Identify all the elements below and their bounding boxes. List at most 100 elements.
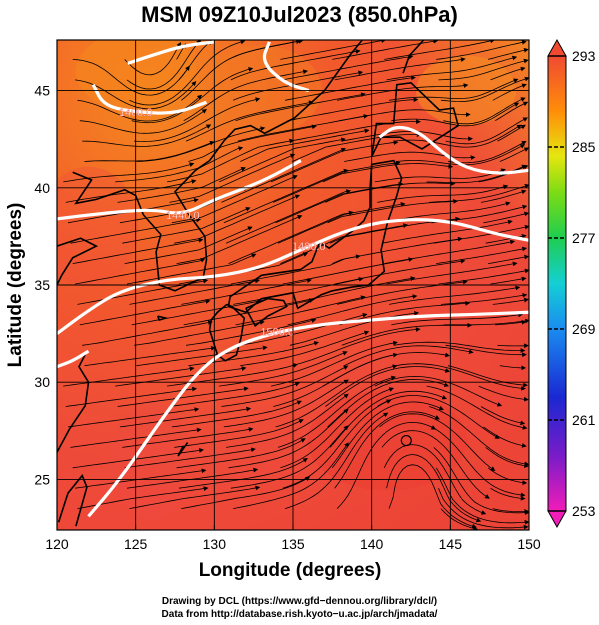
streamline [117, 386, 249, 407]
streamline [275, 364, 398, 428]
credit-drawing: Drawing by DCL (https://www.gfd−dennou.o… [161, 596, 438, 607]
streamline [79, 299, 211, 326]
streamline [325, 366, 451, 407]
x-tick-label: 120 [45, 536, 69, 552]
streamline [270, 140, 399, 183]
streamline [115, 366, 247, 387]
streamline [282, 54, 414, 81]
coastline [57, 350, 90, 453]
streamline [445, 344, 527, 358]
streamline [492, 508, 529, 514]
x-axis-label: Longitude (degrees) [199, 560, 382, 581]
coastline [245, 297, 288, 328]
streamline [82, 320, 213, 346]
streamline [117, 167, 246, 203]
streamline [218, 137, 346, 183]
streamline [386, 454, 482, 523]
streamline [185, 100, 314, 142]
streamline [240, 128, 370, 162]
streamline [84, 140, 215, 162]
streamline [325, 181, 456, 203]
streamline [341, 322, 473, 346]
streamline [436, 246, 528, 264]
streamline [337, 279, 468, 305]
streamline [131, 67, 254, 124]
colorbar-max-triangle [547, 38, 567, 57]
streamline [490, 276, 527, 285]
streamline [334, 57, 466, 81]
streamline [176, 215, 303, 264]
coastline [402, 40, 425, 74]
streamline [334, 258, 466, 285]
streamline [240, 330, 370, 367]
streamline [429, 183, 529, 203]
streamline [67, 407, 200, 428]
streamline [235, 295, 366, 326]
contour-label: 1440.0 [166, 210, 200, 222]
streamline [230, 425, 349, 489]
streamline [171, 400, 302, 428]
streamline [339, 109, 471, 122]
streamline [499, 365, 527, 371]
streamline [129, 40, 246, 106]
streamline [230, 254, 361, 285]
streamline [440, 508, 479, 530]
streamline [384, 239, 516, 264]
streamline [223, 379, 349, 428]
streamline [79, 109, 207, 134]
streamline [435, 467, 529, 525]
coastline [57, 237, 99, 313]
x-tick-label: 140 [360, 536, 384, 552]
streamline [376, 395, 500, 439]
x-tick-label: 130 [203, 536, 227, 552]
coastline [208, 303, 246, 362]
field-patch [307, 390, 468, 491]
grid-lines [56, 40, 530, 530]
coastline [177, 442, 189, 457]
streamline [336, 421, 437, 509]
streamline [447, 365, 528, 388]
streamline [488, 254, 529, 264]
streamline [386, 261, 518, 285]
streamline [124, 41, 181, 76]
streamline [221, 365, 349, 407]
streamline [183, 69, 308, 122]
streamline [436, 40, 527, 60]
streamline [386, 55, 518, 81]
plot-frame [56, 39, 530, 531]
streamline [388, 464, 477, 529]
y-tick-labels: 25 30 35 40 45 [34, 83, 50, 488]
streamline [169, 381, 300, 407]
x-tick-label: 150 [517, 536, 541, 552]
streamline [228, 40, 304, 60]
streamline [433, 447, 529, 515]
streamline [126, 253, 257, 285]
colorbar-tick-label: 253 [572, 503, 596, 519]
streamline [431, 426, 526, 498]
coastline [156, 315, 169, 321]
streamline [237, 312, 368, 346]
streamline [440, 76, 529, 103]
streamline [230, 49, 361, 81]
streamline [322, 163, 454, 183]
y-tick-label: 25 [34, 471, 50, 487]
streamline [233, 442, 349, 509]
streamline [134, 320, 265, 346]
streamline [478, 165, 529, 183]
streamline [483, 211, 529, 224]
streamline [129, 485, 261, 509]
streamline [277, 375, 397, 448]
streamline [63, 162, 195, 183]
streamline [181, 476, 311, 509]
streamline [289, 310, 420, 346]
colorbar-ticks: 293 285 277 269 261 253 [548, 48, 596, 519]
streamline [494, 101, 529, 122]
streamline [495, 319, 527, 326]
y-tick-label: 35 [34, 277, 50, 293]
streamline [393, 124, 522, 148]
streamline [445, 117, 528, 145]
streamline [275, 181, 404, 224]
contour-line [57, 349, 90, 369]
colorbar-gradient [547, 55, 567, 512]
y-axis-label: Latitude (degrees) [5, 203, 26, 368]
